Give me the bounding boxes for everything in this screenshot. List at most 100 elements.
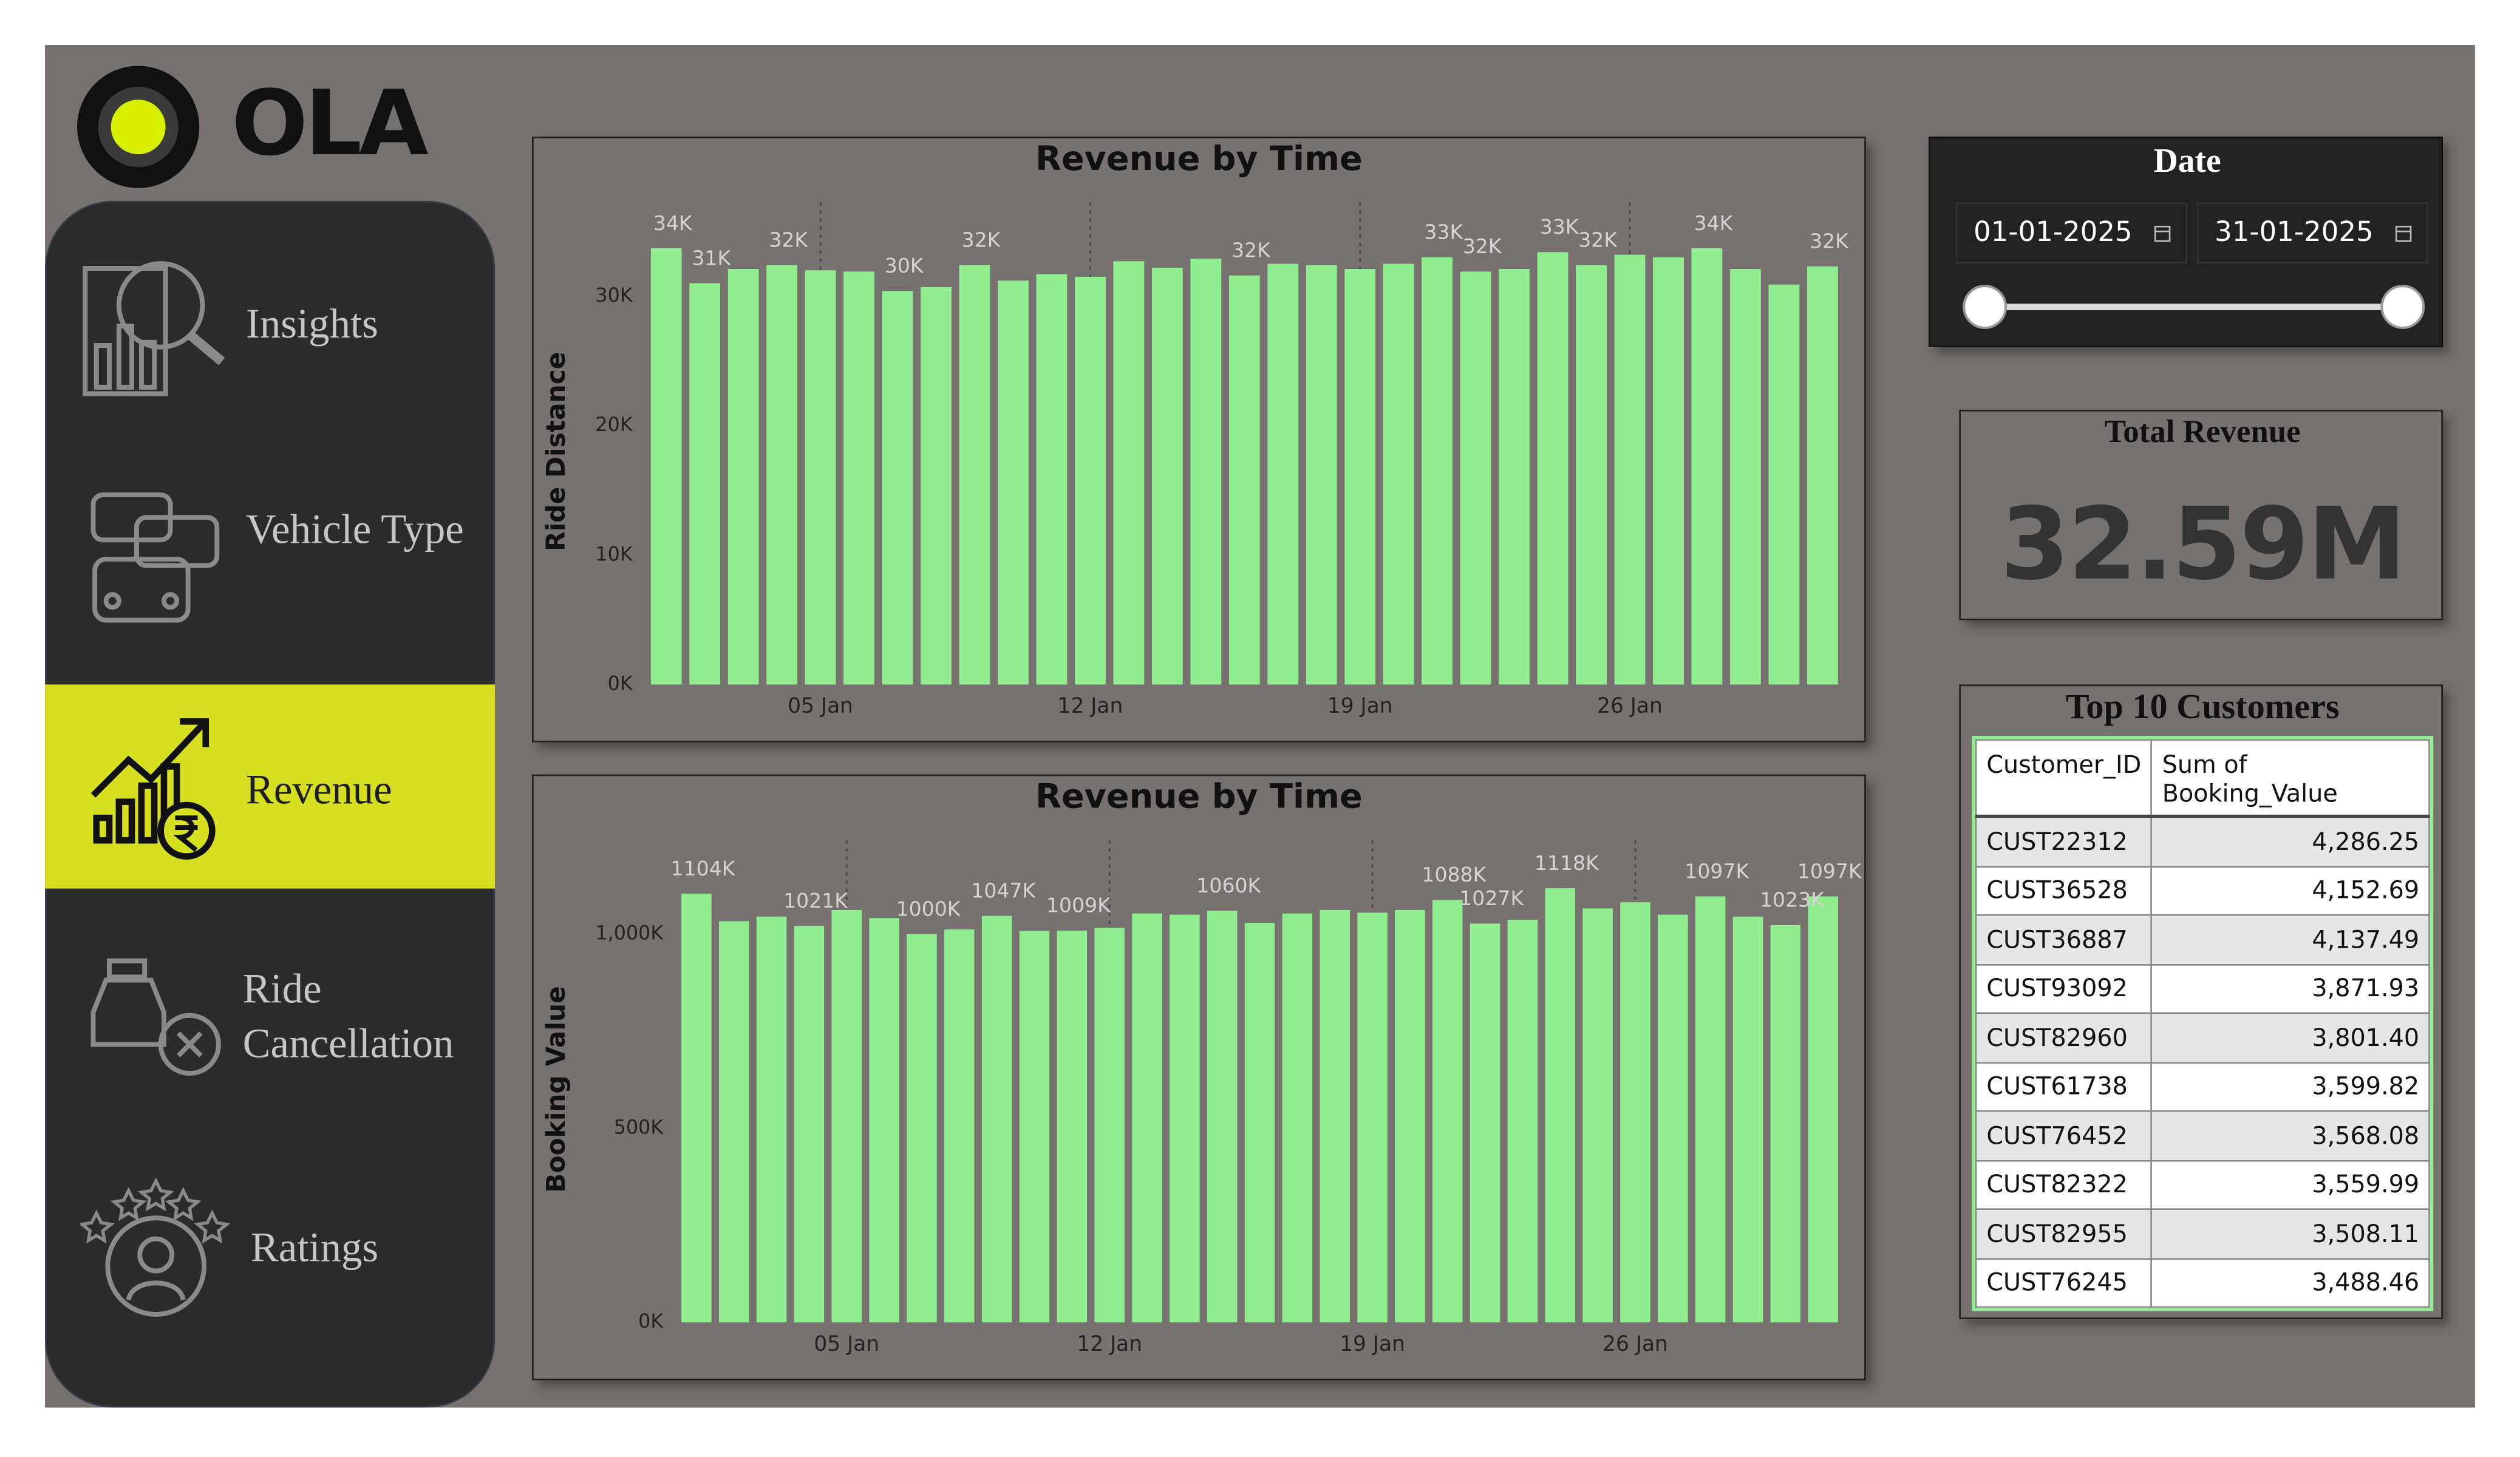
date-input[interactable]: 01-01-2025 xyxy=(1956,202,2188,264)
x-tick-label: 05 Jan xyxy=(814,1332,879,1356)
nav-item[interactable]: Ratings xyxy=(250,1224,379,1271)
x-tick-label: 12 Jan xyxy=(1077,1332,1142,1356)
data-label: 1060K xyxy=(1196,874,1261,897)
icon-bar xyxy=(94,343,112,390)
data-label: 32K xyxy=(1463,234,1502,258)
table-row: CUST61738 3,599.82 xyxy=(1975,1061,2431,1112)
icon-bar xyxy=(115,798,135,844)
bar xyxy=(681,894,712,1323)
kpi-card: Total Revenue 32.59M xyxy=(1959,409,2443,620)
y-tick-label: 10K xyxy=(595,543,633,565)
icon-taxi xyxy=(90,977,166,1047)
nav-item[interactable]: Insights xyxy=(245,300,378,347)
data-label: 32K xyxy=(1810,229,1849,253)
icon-car xyxy=(92,557,191,623)
y-tick-label: 0K xyxy=(638,1311,664,1333)
table-card: Top 10 Customers Customer_ID Sum of Booki… xyxy=(1959,684,2443,1319)
icon-coin xyxy=(157,801,216,860)
bar xyxy=(1132,913,1162,1323)
icon-taxi-sign xyxy=(107,958,148,980)
ratings-icon xyxy=(80,1178,231,1317)
icon-head xyxy=(137,1236,175,1274)
kpi-value: 32.59M xyxy=(2000,485,2406,603)
insights-icon xyxy=(83,261,225,396)
y-tick-label: 20K xyxy=(595,414,633,436)
bar xyxy=(1576,265,1607,685)
table-row: CUST36528 4,152.69 xyxy=(1975,865,2431,916)
table-cell: 4,152.69 xyxy=(2151,865,2431,916)
bar xyxy=(1658,914,1688,1323)
logo-icon xyxy=(77,66,200,188)
bar xyxy=(1019,931,1050,1323)
bar xyxy=(869,918,899,1323)
bar xyxy=(1432,900,1463,1323)
header-row: Customer_ID Sum of Booking_Value xyxy=(1975,739,2431,818)
bar xyxy=(843,271,874,685)
bar xyxy=(794,926,825,1323)
logo-dot xyxy=(111,100,166,155)
slider-handle[interactable] xyxy=(1963,285,2007,329)
data-label: 1104K xyxy=(671,857,736,880)
table-row: CUST82955 3,508.11 xyxy=(1975,1208,2431,1259)
icon-x xyxy=(176,1031,203,1058)
bar xyxy=(1499,269,1530,685)
data-label: 1000K xyxy=(896,897,961,920)
table-cell: 3,508.11 xyxy=(2151,1208,2431,1259)
icon-doc xyxy=(83,266,168,396)
icon-body xyxy=(126,1280,186,1301)
slider-handle[interactable] xyxy=(2380,285,2425,329)
calendar-icon xyxy=(2154,225,2171,242)
data-label: 1118K xyxy=(1534,851,1599,875)
date-input[interactable]: 31-01-2025 xyxy=(2197,202,2429,264)
icon-trend xyxy=(90,722,205,798)
bar xyxy=(1768,284,1800,685)
bar xyxy=(1075,276,1106,685)
bar xyxy=(1808,896,1838,1323)
table-cell: 3,488.46 xyxy=(2151,1257,2431,1308)
data-label: 1009K xyxy=(1046,894,1111,917)
icon-bar xyxy=(138,339,157,390)
icon-rupee xyxy=(173,815,198,852)
data-label: 33K xyxy=(1424,220,1463,244)
bar xyxy=(1395,909,1425,1323)
nav-item[interactable]: Ride Cancellation xyxy=(242,965,454,1067)
bar xyxy=(907,934,937,1323)
bar xyxy=(1469,923,1500,1323)
table-cell: CUST36887 xyxy=(1975,914,2153,965)
x-tick-label: 26 Jan xyxy=(1597,694,1663,718)
bar xyxy=(1244,923,1275,1323)
date-slider[interactable] xyxy=(1946,280,2428,335)
bar xyxy=(1207,911,1238,1323)
bar xyxy=(1057,930,1088,1323)
bar xyxy=(1306,265,1337,685)
icon-bar xyxy=(93,814,113,844)
bar xyxy=(1267,263,1299,685)
nav-item[interactable]: Vehicle Type xyxy=(245,506,464,553)
table-cell: CUST82322 xyxy=(1975,1159,2153,1210)
icon-x-circle xyxy=(158,1013,221,1076)
table-cell: 4,137.49 xyxy=(2151,914,2431,965)
table-cell: 3,871.93 xyxy=(2151,963,2431,1014)
bar xyxy=(1460,271,1491,685)
slicer-title: Date xyxy=(2153,141,2221,180)
bar xyxy=(650,248,682,685)
kpi-title: Total Revenue xyxy=(2104,414,2301,450)
bar xyxy=(831,909,862,1323)
bar xyxy=(1653,257,1684,685)
bar xyxy=(689,283,721,685)
data-label: 32K xyxy=(769,228,808,252)
bar xyxy=(1190,259,1222,685)
table-row: CUST93092 3,871.93 xyxy=(1975,963,2431,1014)
bar xyxy=(1320,909,1350,1323)
bar xyxy=(1282,913,1313,1323)
bar xyxy=(1730,269,1761,685)
table-cell: CUST22312 xyxy=(1975,815,2153,867)
bar xyxy=(1383,263,1414,685)
table-row: CUST82322 3,559.99 xyxy=(1975,1159,2431,1210)
nav-item[interactable]: Revenue xyxy=(245,766,392,813)
bar xyxy=(998,280,1029,685)
icon-bar xyxy=(138,782,158,844)
bar xyxy=(1620,902,1650,1323)
